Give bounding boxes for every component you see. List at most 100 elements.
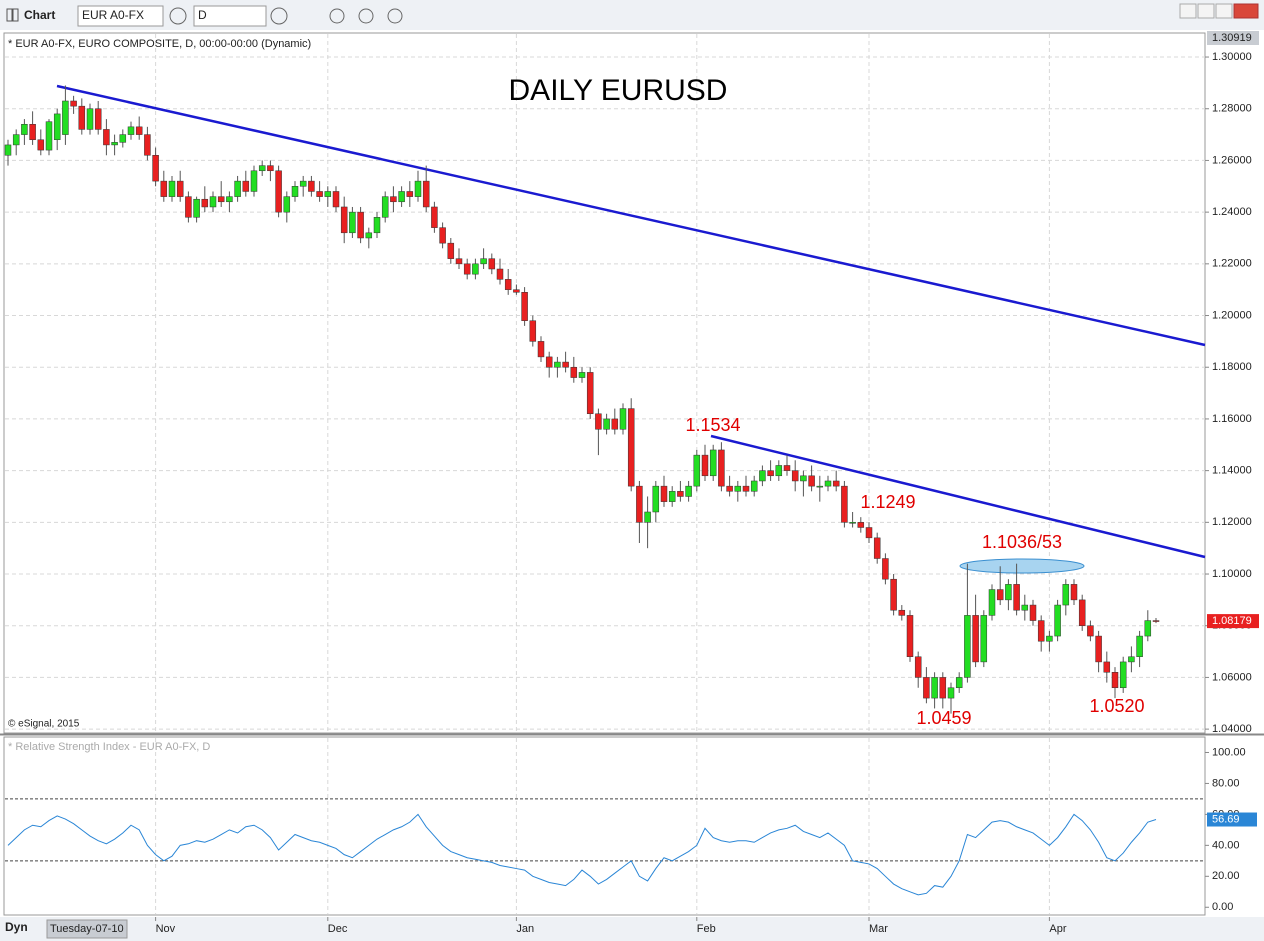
candle-body <box>701 454 709 477</box>
high-tag-label: 1.30919 <box>1212 32 1252 44</box>
candle-body <box>324 191 332 197</box>
candle-body <box>135 126 143 135</box>
play-button[interactable] <box>358 8 374 24</box>
y-tick-label: 1.28000 <box>1212 103 1252 115</box>
x-tick-label: Feb <box>697 923 716 935</box>
candle-body <box>12 134 20 146</box>
candle-body <box>431 206 438 228</box>
candle-body <box>447 242 455 259</box>
rsi-panel <box>3 736 1206 916</box>
candle-body <box>742 485 750 492</box>
settings-button[interactable] <box>169 7 187 25</box>
interval: D <box>198 8 207 22</box>
candle-body <box>791 470 799 482</box>
window-button[interactable] <box>1179 3 1197 19</box>
symbol-box[interactable] <box>77 5 164 27</box>
candle-body <box>250 170 258 192</box>
candle-body <box>1021 604 1029 611</box>
candle-body <box>636 485 643 523</box>
y-tick-label: 1.30000 <box>1212 51 1252 63</box>
candle-body <box>718 449 725 487</box>
candle-body <box>390 196 397 203</box>
candle-body <box>37 139 45 151</box>
candle-body <box>980 615 988 663</box>
mode: Dyn <box>5 920 28 934</box>
candle-body <box>1005 584 1012 601</box>
candle-body <box>176 180 184 197</box>
candle-body <box>242 180 250 192</box>
candle-body <box>406 191 414 197</box>
window-button[interactable] <box>1215 3 1233 19</box>
candle-body <box>668 491 676 502</box>
candle-body <box>570 366 578 378</box>
candle-body <box>947 687 955 699</box>
candle-body <box>209 196 217 208</box>
candle-body <box>234 180 241 197</box>
candle-body <box>1046 635 1053 642</box>
candle-body <box>1070 584 1078 601</box>
chart-icon <box>6 8 13 22</box>
candle-body <box>86 108 94 130</box>
candle-body <box>144 134 151 156</box>
candle-body <box>1144 620 1152 637</box>
y-tick-label: 20.00 <box>1212 870 1240 882</box>
candle-body <box>996 589 1004 601</box>
toolbar <box>0 0 1264 30</box>
candle-body <box>595 413 602 430</box>
candle-body <box>381 196 389 218</box>
y-tick-label: 1.04000 <box>1212 723 1252 735</box>
candle-body <box>439 227 446 244</box>
candle-body <box>45 121 53 151</box>
candle-body <box>627 408 635 487</box>
candle-body <box>537 341 545 358</box>
candle-body <box>119 134 127 143</box>
candle-body <box>775 465 783 477</box>
y-tick-label: 80.00 <box>1212 777 1240 789</box>
annotation: 1.0459 <box>916 708 971 728</box>
window-button[interactable] <box>1197 3 1215 19</box>
candle-body <box>1029 604 1037 621</box>
candle-body <box>62 100 69 135</box>
candle-body <box>521 292 528 321</box>
candle-body <box>267 165 274 172</box>
chart-title: DAILY EURUSD <box>509 74 728 107</box>
symbol: EUR A0-FX <box>82 8 144 22</box>
candle-body <box>357 211 364 239</box>
candle-body <box>988 589 996 616</box>
candle-body <box>586 372 594 415</box>
tool-button[interactable] <box>329 8 345 24</box>
candle-body <box>226 196 233 203</box>
y-tick-label: 100.00 <box>1212 746 1246 758</box>
candle-body <box>168 180 176 197</box>
candle-body <box>201 198 209 208</box>
y-tick-label: 1.12000 <box>1212 516 1252 528</box>
candle-body <box>939 677 947 699</box>
y-tick-label: 1.18000 <box>1212 361 1252 373</box>
interval-box[interactable] <box>193 5 267 27</box>
alert-button[interactable] <box>387 8 403 24</box>
close-button[interactable] <box>1233 3 1259 19</box>
candle-body <box>127 126 135 135</box>
candle-body <box>1054 604 1061 637</box>
candle-body <box>783 465 791 471</box>
candle-body <box>611 418 619 430</box>
rsi-line <box>7 813 1157 896</box>
candle-body <box>1119 661 1127 689</box>
y-tick-label: 1.06000 <box>1212 671 1252 683</box>
candle-body <box>832 480 840 487</box>
y-tick-label: 1.20000 <box>1212 309 1252 321</box>
y-tick-label: 1.14000 <box>1212 465 1252 477</box>
candle-body <box>398 191 405 203</box>
candle-body <box>693 454 701 487</box>
candle-body <box>873 537 881 559</box>
y-tick-label: 1.16000 <box>1212 413 1252 425</box>
candle-body <box>78 105 86 130</box>
candle-body <box>1037 620 1045 642</box>
candle-body <box>750 480 758 492</box>
candle-body <box>340 206 348 234</box>
candle-body <box>160 180 168 197</box>
candle-body <box>857 522 865 528</box>
refresh-button[interactable] <box>270 7 288 25</box>
candle-body <box>709 449 717 477</box>
